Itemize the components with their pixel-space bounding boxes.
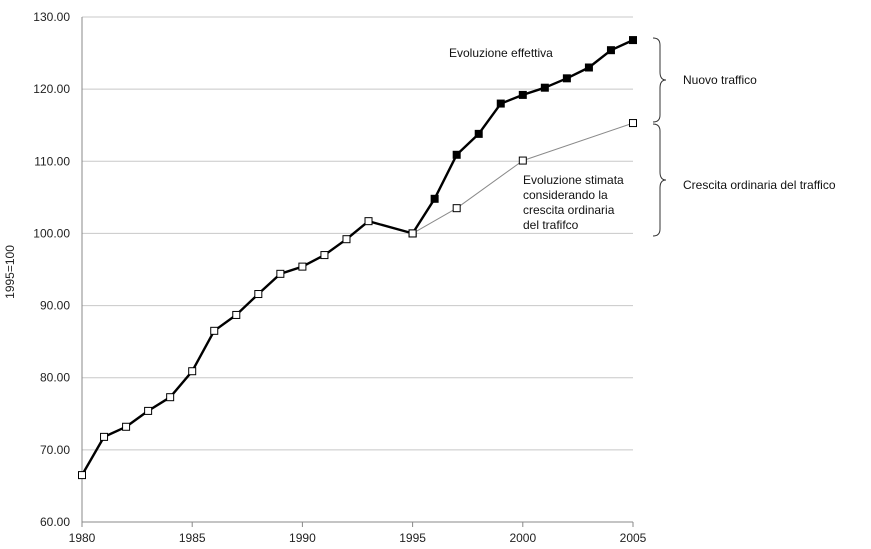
data-point xyxy=(144,406,153,415)
data-point xyxy=(364,217,373,226)
data-point xyxy=(276,269,285,278)
x-tick-labels: 1980 1985 1990 1995 2000 2005 xyxy=(69,531,647,545)
data-point xyxy=(474,129,483,138)
data-point xyxy=(320,251,329,260)
data-point xyxy=(562,74,571,83)
data-point xyxy=(540,83,549,92)
x-tick-label: 1990 xyxy=(289,531,316,545)
data-point xyxy=(518,156,527,165)
estimated-label-line-3: crescita ordinaria xyxy=(523,203,615,217)
brace-new-traffic xyxy=(652,37,667,123)
data-point xyxy=(298,262,307,271)
estimated-label-line-2: considerando la xyxy=(523,188,608,202)
axes xyxy=(81,17,634,527)
data-point xyxy=(254,290,263,299)
data-point xyxy=(430,194,439,203)
actual-evolution-label: Evoluzione effettiva xyxy=(449,46,553,60)
gridlines xyxy=(82,16,633,451)
data-point xyxy=(452,204,461,213)
y-tick-label: 60.00 xyxy=(40,515,70,529)
new-traffic-label: Nuovo traffico xyxy=(683,73,757,87)
series-line xyxy=(80,219,413,476)
estimated-label-line-1: Evoluzione stimata xyxy=(523,173,624,187)
data-point xyxy=(518,90,527,99)
series-2 xyxy=(408,119,637,238)
estimated-evolution-label: Evoluzione stimata considerando la cresc… xyxy=(523,173,627,232)
data-point xyxy=(629,36,637,45)
x-tick-label: 2005 xyxy=(620,531,647,545)
y-tick-label: 70.00 xyxy=(40,443,70,457)
data-point xyxy=(342,235,351,244)
y-axis-label: 1995=100 xyxy=(3,245,17,299)
y-tick-labels: 60.00 70.00 80.00 90.00 100.00 110.00 120.00 13… xyxy=(33,10,70,529)
ordinary-growth-label: Crescita ordinaria del traffico xyxy=(683,178,836,192)
data-point xyxy=(452,150,461,159)
data-point xyxy=(606,46,615,55)
series-0 xyxy=(78,217,417,480)
data-point xyxy=(166,393,175,402)
data-point xyxy=(584,63,593,72)
data-point xyxy=(408,229,417,238)
y-tick-label: 130.00 xyxy=(33,10,70,24)
data-point xyxy=(188,367,197,376)
series-1 xyxy=(408,36,637,238)
data-point xyxy=(496,99,505,108)
data-point xyxy=(100,432,109,441)
series xyxy=(78,36,637,480)
y-tick-label: 120.00 xyxy=(33,82,70,96)
data-point xyxy=(210,326,219,335)
estimated-label-line-4: del trafifco xyxy=(523,218,579,232)
x-tick-label: 1985 xyxy=(179,531,206,545)
y-tick-label: 110.00 xyxy=(34,154,70,168)
x-tick-label: 1995 xyxy=(399,531,426,545)
y-tick-label: 90.00 xyxy=(40,299,70,313)
x-tick-label: 1980 xyxy=(69,531,96,545)
y-tick-label: 80.00 xyxy=(40,371,70,385)
data-point xyxy=(122,422,131,431)
data-point xyxy=(629,119,637,128)
series-line xyxy=(412,122,634,234)
brace-ordinary-growth xyxy=(652,123,667,237)
x-tick-label: 2000 xyxy=(509,531,536,545)
data-point xyxy=(232,310,241,319)
data-point xyxy=(78,471,86,480)
y-tick-label: 100.00 xyxy=(33,226,70,240)
